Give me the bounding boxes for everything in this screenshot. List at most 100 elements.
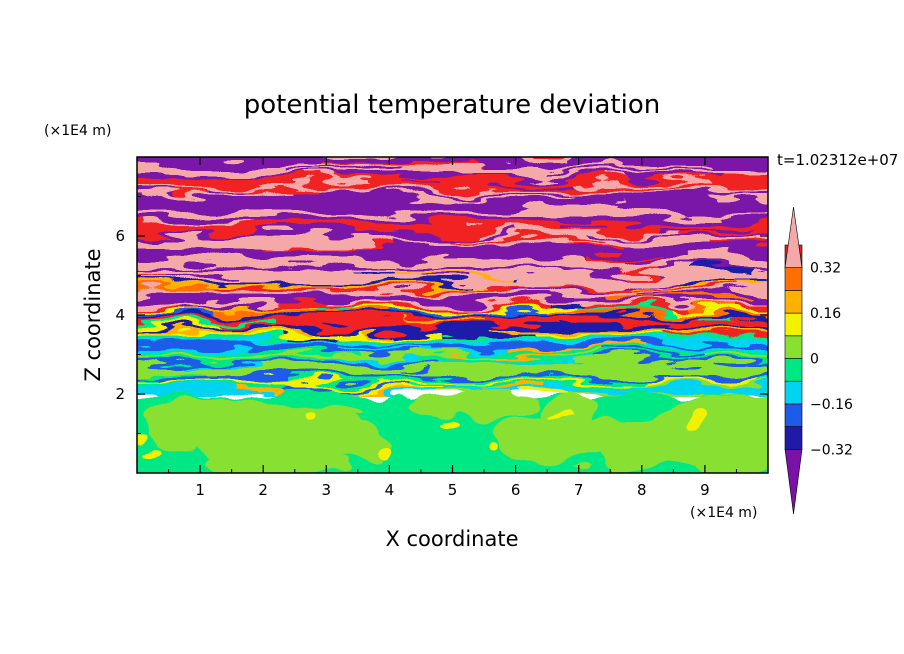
colorbar-swatch [784, 358, 803, 382]
x-axis: 1 2 3 4 5 6 7 8 9 [168, 157, 737, 499]
contour-patch [692, 306, 738, 310]
contour-band [137, 231, 768, 235]
contour-band [137, 219, 768, 223]
contour-patch [456, 354, 551, 358]
contour-band [137, 225, 768, 229]
colorbar-tick-label: −0.32 [810, 442, 853, 458]
colorbar-tick-label: −0.16 [810, 397, 853, 413]
contour-patch [709, 165, 768, 169]
contour-band [137, 183, 768, 187]
contour-patch [137, 168, 282, 172]
contour-patch [478, 387, 548, 391]
contour-patch [358, 243, 393, 247]
contour-blob [680, 416, 700, 430]
colorbar-swatch [784, 403, 803, 427]
contour-patch [664, 252, 768, 256]
contour-patch [278, 264, 399, 268]
contour-patch [437, 237, 565, 241]
contour-patch [137, 249, 232, 253]
x-tick-label: 5 [448, 481, 458, 499]
contour-patch [432, 153, 573, 157]
colorbar-tick-label: 0.32 [810, 261, 841, 277]
chart-title: potential temperature deviation [244, 90, 660, 120]
contour-patch [137, 312, 211, 316]
contour-patch [298, 177, 330, 181]
contour-band [137, 174, 768, 178]
contour-patch [588, 255, 665, 259]
contour-patch [437, 369, 595, 373]
contour-patch [137, 288, 215, 292]
contour-patch [626, 189, 736, 193]
contour-patch [587, 357, 683, 361]
contour-band [137, 288, 768, 292]
contour-patch [391, 273, 518, 277]
contour-blob [408, 389, 546, 419]
contour-patch [657, 168, 719, 172]
contour-patch [574, 183, 701, 187]
contour-band [137, 342, 768, 346]
contour-patch [328, 357, 413, 361]
contour-patch [299, 333, 465, 337]
y-tick-label: 4 [115, 306, 125, 324]
contour-band [137, 345, 768, 349]
x-tick-label: 8 [637, 481, 647, 499]
contour-patch [311, 330, 362, 334]
contour-patch [137, 261, 242, 265]
colorbar-max-extension [784, 206, 803, 269]
contour-band [137, 213, 768, 217]
contour-band [137, 384, 768, 388]
contour-patch [320, 159, 416, 163]
contour-patch [234, 384, 288, 388]
contour-band [137, 165, 768, 169]
contour-patch [510, 348, 645, 352]
contour-band [137, 207, 768, 211]
contour-band [137, 171, 768, 175]
contour-patch [394, 330, 491, 334]
contour-blob [442, 421, 463, 429]
contour-patch [402, 168, 548, 172]
contour-patch [643, 378, 753, 382]
contour-patch [265, 216, 412, 220]
contour-patch [664, 342, 768, 346]
contour-patch [371, 237, 450, 241]
contour-band [137, 243, 768, 247]
contour-band [137, 195, 768, 199]
colorbar-tick-label: 0.16 [810, 306, 841, 322]
contour-patch [350, 267, 458, 271]
contour-patch [612, 192, 677, 196]
contour-patch [631, 384, 766, 388]
colorbar-swatch [784, 380, 803, 405]
contour-patch [513, 288, 609, 292]
contour-band [137, 189, 768, 193]
colorbar-swatch [784, 426, 803, 450]
contour-patch [163, 276, 240, 280]
contour-band [137, 255, 768, 259]
contour-blob [555, 418, 582, 425]
contour-band [137, 285, 768, 289]
contour-patch [621, 267, 658, 271]
contour-band [137, 306, 768, 310]
contour-patch [512, 261, 551, 265]
contour-blob [375, 443, 393, 456]
contour-patch [508, 207, 619, 211]
y-axis: 2 4 6 [115, 196, 768, 434]
contour-band [137, 381, 768, 385]
colorbar-min-extension [784, 448, 803, 515]
contour-patch [552, 294, 636, 298]
contour-band [137, 198, 768, 202]
contour-band [137, 216, 768, 220]
contour-patch [403, 180, 437, 184]
contour-patch [184, 363, 262, 367]
contour-patch [250, 174, 342, 178]
contour-patch [228, 255, 386, 259]
y-axis-label: Z coordinate [81, 248, 105, 381]
contour-patch [606, 297, 755, 301]
contour-band [137, 279, 768, 283]
y-unit-label: (×1E4 m) [44, 123, 111, 139]
contour-band [137, 297, 768, 301]
contour-patch [515, 171, 642, 175]
contour-patch [269, 246, 393, 250]
contour-band [137, 324, 768, 328]
x-tick-label: 1 [195, 481, 205, 499]
